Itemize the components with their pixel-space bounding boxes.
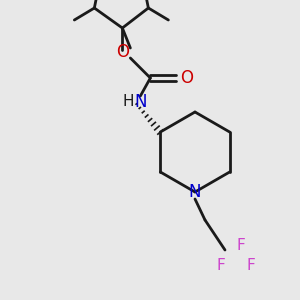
Text: H: H	[123, 94, 134, 110]
Text: O: O	[180, 69, 193, 87]
Text: O: O	[116, 43, 129, 61]
Text: F: F	[237, 238, 245, 253]
Text: F: F	[217, 259, 225, 274]
Text: F: F	[247, 259, 255, 274]
Text: N: N	[134, 93, 147, 111]
Text: N: N	[189, 183, 201, 201]
